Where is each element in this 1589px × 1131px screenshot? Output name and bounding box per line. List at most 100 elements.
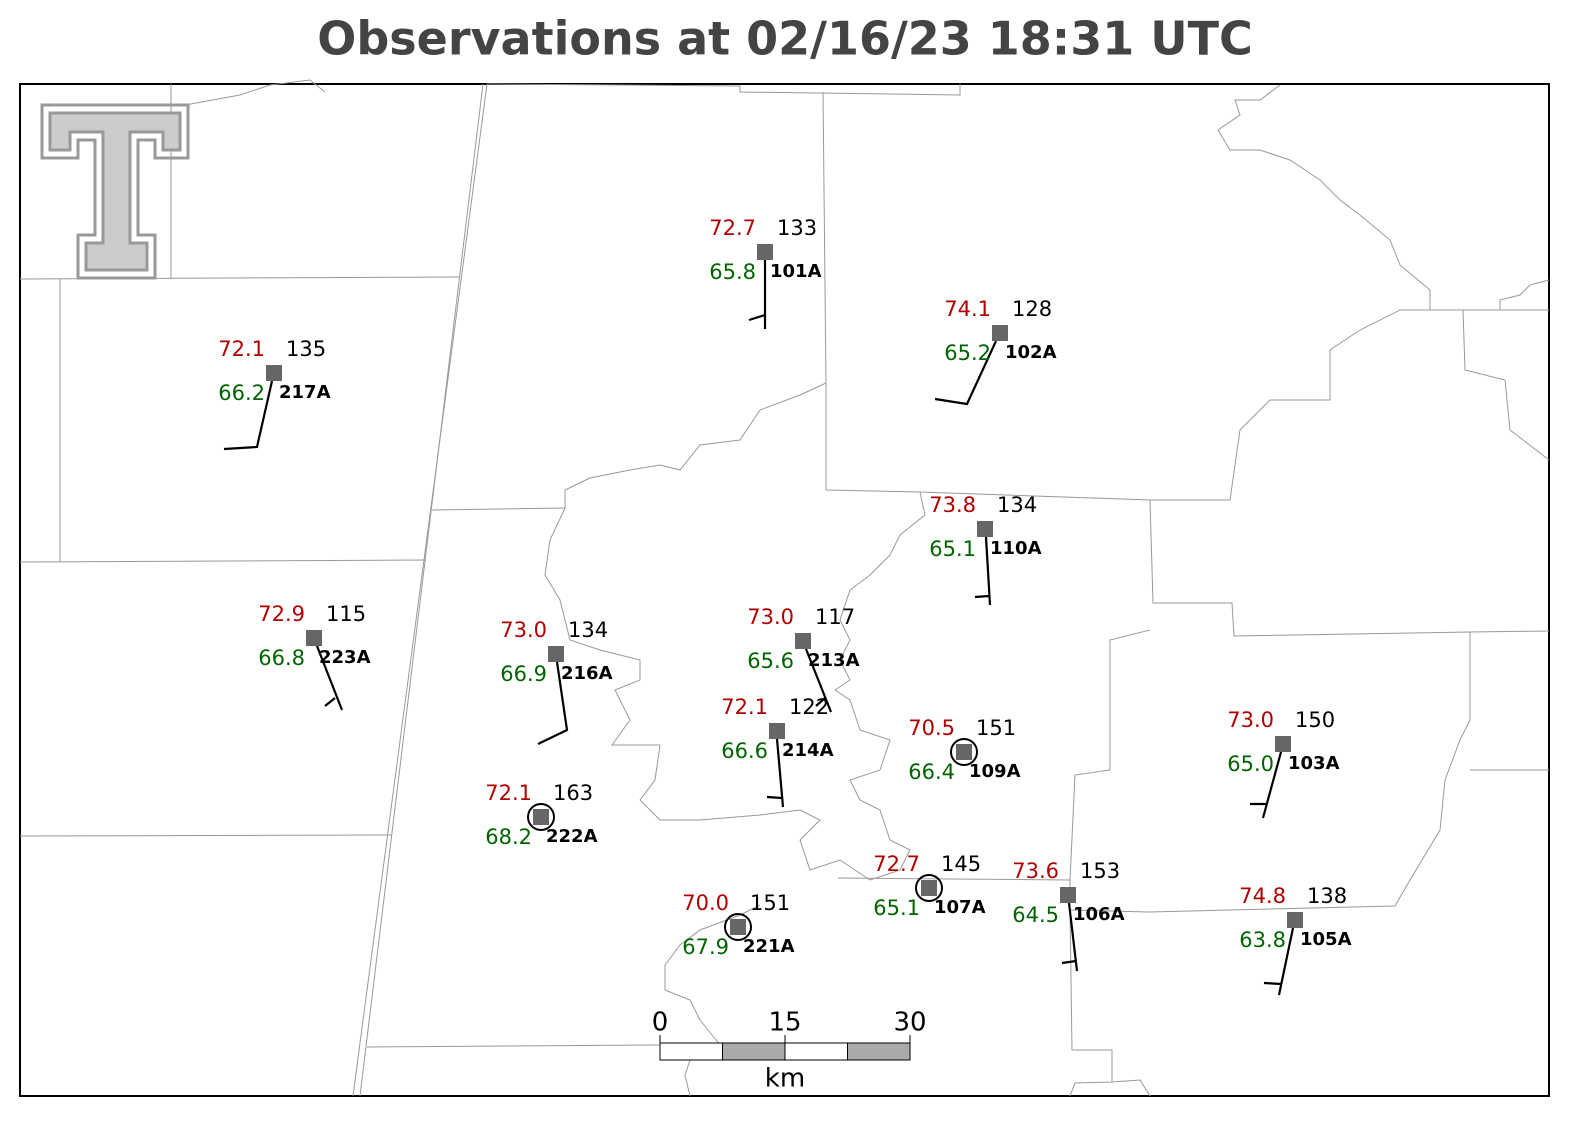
pressure: 128 <box>1012 297 1052 321</box>
pressure: 133 <box>777 216 817 240</box>
dewpoint: 65.2 <box>944 341 991 365</box>
scale-bar: 0 15 30 km <box>652 1008 927 1094</box>
temperature: 72.1 <box>721 695 768 719</box>
scale-segment <box>659 1042 723 1061</box>
scale-unit: km <box>765 1064 805 1094</box>
temperature: 72.7 <box>709 216 756 240</box>
dewpoint: 66.6 <box>721 739 768 763</box>
station-id: 221A <box>743 936 795 957</box>
temperature: 74.8 <box>1239 884 1286 908</box>
wind-barb <box>1061 902 1079 972</box>
dewpoint: 63.8 <box>1239 928 1286 952</box>
station-marker <box>921 880 937 896</box>
wind-barb <box>748 260 767 329</box>
station-marker <box>1287 912 1303 928</box>
station-marker <box>956 744 972 760</box>
station-marker <box>992 325 1008 341</box>
pressure: 151 <box>750 891 790 915</box>
station-id: 105A <box>1300 929 1352 950</box>
pressure: 153 <box>1080 859 1120 883</box>
title: Observations at 02/16/23 18:31 UTC <box>317 12 1252 66</box>
dewpoint: 66.2 <box>218 381 265 405</box>
dewpoint: 64.5 <box>1012 903 1059 927</box>
scale-label: 30 <box>893 1008 926 1038</box>
station-id: 107A <box>934 897 986 918</box>
dewpoint: 65.0 <box>1227 752 1274 776</box>
pressure: 117 <box>815 605 855 629</box>
scale-label: 15 <box>768 1008 801 1038</box>
dewpoint: 68.2 <box>485 825 532 849</box>
pressure: 135 <box>286 337 326 361</box>
temperature: 70.5 <box>908 716 955 740</box>
pressure: 151 <box>976 716 1016 740</box>
scale-segment <box>847 1042 911 1061</box>
station-id: 101A <box>770 261 822 282</box>
dewpoint: 66.4 <box>908 760 955 784</box>
station-id: 214A <box>782 740 834 761</box>
station-id: 213A <box>808 650 860 671</box>
pressure: 163 <box>553 781 593 805</box>
temperature: 72.1 <box>485 781 532 805</box>
dewpoint: 65.1 <box>873 896 920 920</box>
wind-barb <box>537 661 569 745</box>
station-marker <box>795 633 811 649</box>
station-marker <box>977 521 993 537</box>
dewpoint: 65.8 <box>709 260 756 284</box>
station-id: 110A <box>990 538 1042 559</box>
pressure: 122 <box>789 695 829 719</box>
temperature: 70.0 <box>682 891 729 915</box>
calm-circle <box>915 874 943 902</box>
wind-barb <box>1263 927 1295 996</box>
dewpoint: 65.1 <box>929 537 976 561</box>
temperature: 73.0 <box>1227 708 1274 732</box>
wind-barb <box>766 738 785 808</box>
temperature: 73.0 <box>500 618 547 642</box>
pressure: 138 <box>1307 884 1347 908</box>
station-marker <box>730 919 746 935</box>
temperature: 73.6 <box>1012 859 1059 883</box>
station-plots: 72.7 133 65.8 101A 74.1 128 65.2 102A 72.1 135 66.… <box>218 216 1352 996</box>
logo <box>40 103 190 280</box>
station-marker <box>533 809 549 825</box>
station-marker <box>1060 887 1076 903</box>
station-marker <box>306 630 322 646</box>
scale-segment <box>784 1042 848 1061</box>
station-marker <box>1275 736 1291 752</box>
station-marker <box>548 646 564 662</box>
wind-barb <box>934 340 997 406</box>
station-marker <box>757 244 773 260</box>
calm-circle <box>724 913 752 941</box>
wind-barb <box>1250 751 1283 819</box>
dewpoint: 66.8 <box>258 646 305 670</box>
station-id: 103A <box>1288 753 1340 774</box>
station-id: 109A <box>969 761 1021 782</box>
station-id: 106A <box>1073 904 1125 925</box>
station-id: 102A <box>1005 342 1057 363</box>
wind-barb <box>315 645 344 711</box>
pressure: 134 <box>997 493 1037 517</box>
station-marker <box>266 365 282 381</box>
scale-segment <box>722 1042 786 1061</box>
scale-label: 0 <box>652 1008 669 1038</box>
station-id: 216A <box>561 663 613 684</box>
temperature: 72.9 <box>258 602 305 626</box>
station-id: 223A <box>319 647 371 668</box>
pressure: 145 <box>941 852 981 876</box>
wind-barb <box>804 648 833 713</box>
dewpoint: 65.6 <box>747 649 794 673</box>
pressure: 115 <box>326 602 366 626</box>
station-marker <box>769 723 785 739</box>
station-id: 222A <box>546 826 598 847</box>
station-id: 217A <box>279 382 331 403</box>
temperature: 73.0 <box>747 605 794 629</box>
pressure: 134 <box>568 618 608 642</box>
dewpoint: 67.9 <box>682 935 729 959</box>
pressure: 150 <box>1295 708 1335 732</box>
calm-circle <box>950 738 978 766</box>
wind-barb <box>223 380 274 451</box>
temperature: 73.8 <box>929 493 976 517</box>
temperature: 72.1 <box>218 337 265 361</box>
temperature: 74.1 <box>944 297 991 321</box>
dewpoint: 66.9 <box>500 662 547 686</box>
